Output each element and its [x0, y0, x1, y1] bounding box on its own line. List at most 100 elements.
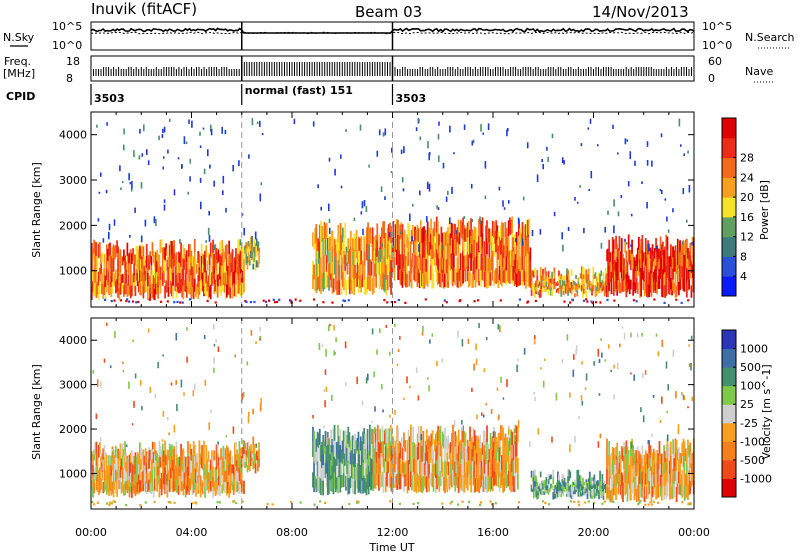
- echo-cell: [333, 350, 335, 356]
- echo-cell: [517, 358, 519, 362]
- echo-cell: [633, 453, 636, 465]
- echo-cell: [547, 156, 549, 162]
- echo-cell: [499, 425, 502, 441]
- echo-cell: [606, 249, 608, 262]
- echo-cell: [688, 344, 690, 347]
- echo-cell: [618, 264, 621, 279]
- echo-cell: [612, 500, 615, 503]
- echo-cell: [188, 244, 190, 257]
- echo-cell: [680, 453, 683, 464]
- echo-cell: [533, 271, 535, 278]
- echo-cell: [104, 287, 107, 299]
- echo-cell: [92, 281, 94, 293]
- echo-cell: [469, 441, 471, 456]
- echo-cell: [138, 155, 141, 160]
- echo-cell: [480, 220, 483, 238]
- echo-cell: [463, 124, 466, 130]
- echo-cell: [674, 466, 677, 481]
- echo-cell: [584, 493, 587, 496]
- echo-cell: [593, 361, 595, 366]
- echo-cell: [211, 470, 213, 482]
- echo-cell: [192, 390, 195, 397]
- echo-cell: [477, 463, 479, 478]
- echo-cell: [539, 274, 542, 283]
- echo-cell: [177, 272, 180, 283]
- echo-cell: [227, 447, 229, 459]
- echo-cell: [608, 265, 611, 279]
- echo-cell: [475, 255, 478, 270]
- echo-cell: [487, 227, 490, 243]
- echo-cell: [686, 282, 688, 298]
- echo-cell: [549, 278, 551, 283]
- echo-cell: [604, 488, 607, 491]
- echo-cell: [594, 290, 597, 298]
- echo-cell: [572, 280, 575, 284]
- echo-cell: [191, 502, 194, 505]
- echo-cell: [153, 478, 156, 491]
- echo-cell: [559, 485, 561, 488]
- echo-cell: [462, 250, 464, 267]
- echo-cell: [134, 285, 137, 297]
- echo-cell: [257, 245, 259, 251]
- echo-cell: [141, 244, 144, 257]
- echo-cell: [606, 438, 608, 454]
- echo-cell: [427, 377, 429, 380]
- echo-cell: [494, 444, 496, 458]
- echo-cell: [363, 200, 366, 207]
- echo-cell: [411, 475, 413, 491]
- echo-cell: [125, 503, 128, 507]
- echo-cell: [107, 483, 109, 493]
- echo-cell: [640, 407, 642, 413]
- echo-cell: [322, 435, 325, 451]
- echo-cell: [469, 426, 471, 442]
- echo-cell: [239, 250, 242, 263]
- echo-cell: [132, 248, 134, 261]
- echo-cell: [204, 261, 206, 273]
- echo-cell: [111, 458, 114, 470]
- echo-cell: [404, 463, 407, 475]
- echo-cell: [191, 474, 194, 485]
- echo-cell: [366, 429, 369, 444]
- echo-cell: [562, 280, 565, 286]
- echo-cell: [591, 289, 593, 293]
- echo-cell: [410, 455, 412, 472]
- echo-cell: [600, 287, 603, 294]
- echo-cell: [237, 453, 240, 464]
- echo-cell: [531, 230, 534, 237]
- echo-cell: [222, 190, 224, 196]
- echo-cell: [133, 400, 135, 408]
- echo-cell: [372, 429, 375, 445]
- echo-cell: [226, 482, 228, 496]
- echo-cell: [575, 275, 577, 280]
- echo-cell: [188, 256, 190, 269]
- echo-cell: [203, 335, 206, 340]
- echo-cell: [510, 445, 512, 461]
- echo-cell: [317, 462, 320, 477]
- echo-cell: [427, 141, 429, 149]
- echo-cell: [526, 235, 528, 252]
- echo-cell: [139, 442, 141, 455]
- echo-cell: [438, 121, 440, 126]
- echo-cell: [486, 220, 488, 238]
- echo-cell: [125, 462, 128, 472]
- cpid-segment-label: normal (fast) 151: [245, 84, 353, 97]
- echo-cell: [477, 241, 479, 255]
- echo-cell: [333, 424, 336, 441]
- echo-cell: [541, 491, 543, 496]
- echo-cell: [365, 467, 368, 482]
- echo-cell: [422, 476, 425, 491]
- echo-cell: [574, 285, 576, 290]
- echo-cell: [471, 273, 474, 289]
- echo-cell: [93, 449, 96, 461]
- echo-cell: [134, 452, 137, 464]
- colorbar-tick-label: 100: [740, 380, 761, 393]
- echo-cell: [312, 260, 314, 275]
- echo-cell: [120, 187, 122, 191]
- echo-cell: [399, 269, 402, 285]
- echo-cell: [518, 252, 520, 270]
- echo-cell: [102, 238, 105, 243]
- echo-cell: [540, 367, 542, 370]
- echo-cell: [652, 251, 655, 262]
- echo-cell: [488, 257, 491, 272]
